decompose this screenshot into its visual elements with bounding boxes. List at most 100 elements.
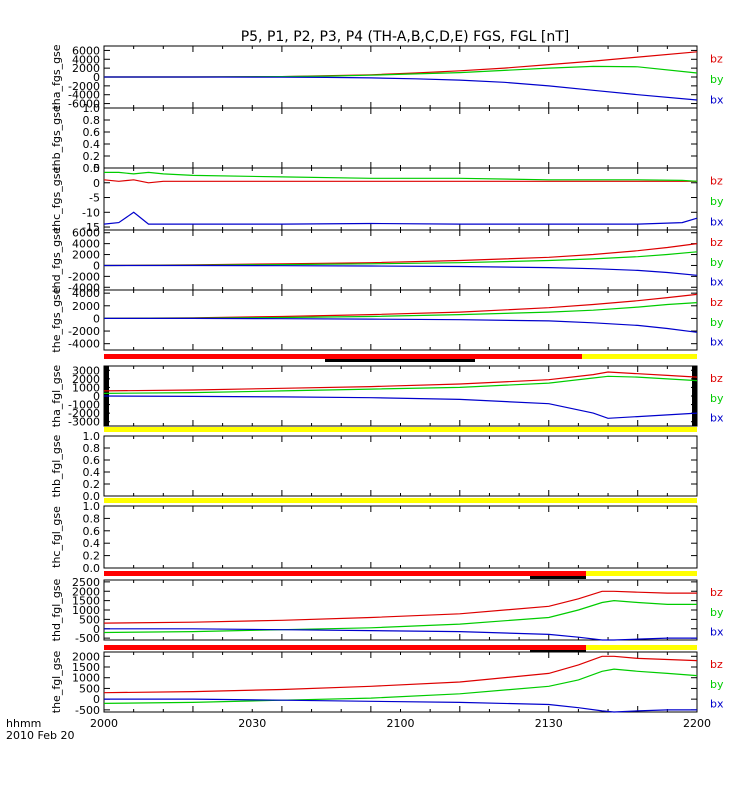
y-tick-label: -2000 bbox=[68, 325, 100, 338]
y-tick-label: -500 bbox=[75, 632, 100, 645]
series-by-line bbox=[103, 251, 698, 267]
y-tick-label: 2000 bbox=[72, 249, 100, 262]
y-tick-label: -2000 bbox=[68, 80, 100, 93]
legend-by: by bbox=[710, 316, 724, 329]
availability-bar-red bbox=[104, 354, 582, 359]
y-tick-label: 0.0 bbox=[83, 490, 101, 503]
y-tick-label: 2000 bbox=[72, 373, 100, 386]
availability-bar-yellow bbox=[104, 498, 697, 503]
y-tick-label: 500 bbox=[79, 682, 100, 695]
y-tick-label: -4000 bbox=[68, 89, 100, 102]
y-tick-label: -4000 bbox=[68, 281, 100, 294]
legend-by: by bbox=[710, 195, 724, 208]
y-tick-label: 0 bbox=[93, 177, 100, 190]
plot-title: P5, P1, P2, P3, P4 (TH-A,B,C,D,E) FGS, F… bbox=[241, 29, 570, 45]
y-tick-label: 1500 bbox=[72, 595, 100, 608]
time-axis-date: 2010 Feb 20 bbox=[6, 729, 74, 742]
panel-thc_fgs_gse: -15 -10-5 0 5 thc_fgs_gse bz by bx bbox=[50, 162, 724, 234]
availability-bar-black bbox=[530, 576, 586, 579]
availability-bar-yellow bbox=[104, 427, 697, 432]
y-tick-label: 5 bbox=[93, 162, 100, 175]
legend-bx: bx bbox=[710, 698, 724, 711]
legend-bx: bx bbox=[710, 412, 724, 425]
y-axis-label: thd_fgl_gse bbox=[50, 578, 63, 641]
legend-by: by bbox=[710, 392, 724, 405]
y-tick-label: 2500 bbox=[72, 576, 100, 589]
time-axis: 2000 2030 2100 2130 2200 bbox=[90, 717, 711, 730]
y-tick-label: 0.6 bbox=[83, 126, 101, 139]
legend-bz: bz bbox=[710, 658, 723, 671]
legend-bx: bx bbox=[710, 93, 724, 106]
y-tick-label: 0 bbox=[93, 312, 100, 325]
panel-thb_fgl_gse: 0.00.20.40.60.81.0 thb_fgl_gse bbox=[50, 430, 698, 503]
x-tick-label: 2000 bbox=[90, 717, 118, 730]
legend-bz: bz bbox=[710, 296, 723, 309]
y-tick-label: 0.2 bbox=[83, 478, 101, 491]
y-axis-label: tha_fgs_gse bbox=[50, 44, 63, 109]
y-axis-label: thb_fgl_gse bbox=[50, 434, 63, 497]
y-tick-label: -6000 bbox=[68, 98, 100, 111]
series-by-line bbox=[103, 668, 698, 704]
legend-bz: bz bbox=[710, 372, 723, 385]
series-bx-line bbox=[104, 76, 698, 101]
y-axis-label: thc_fgs_gse bbox=[50, 167, 63, 232]
x-tick-label: 2200 bbox=[683, 717, 711, 730]
series-bx-line bbox=[104, 264, 698, 276]
series-by-line bbox=[103, 375, 698, 394]
y-tick-label: 1.0 bbox=[83, 102, 101, 115]
y-axis-label: thd_fgs_gse bbox=[50, 227, 63, 293]
y-tick-label: -4000 bbox=[68, 338, 100, 351]
y-axis-label: thc_fgl_gse bbox=[50, 506, 63, 568]
y-tick-label: 0.8 bbox=[83, 512, 101, 525]
y-tick-label: 4000 bbox=[72, 287, 100, 300]
y-tick-label: 0.4 bbox=[83, 138, 101, 151]
y-tick-label: 4000 bbox=[72, 238, 100, 251]
availability-bar-yellow bbox=[586, 645, 697, 650]
y-tick-label: -3000 bbox=[68, 416, 100, 429]
x-tick-label: 2030 bbox=[238, 717, 266, 730]
series-by-line bbox=[104, 65, 698, 78]
y-tick-label: -5 bbox=[89, 192, 100, 205]
y-tick-label: 0.2 bbox=[83, 150, 101, 163]
series-bx-line bbox=[104, 698, 697, 713]
y-tick-label: -1000 bbox=[68, 399, 100, 412]
y-axis-label: thb_fgs_gse bbox=[50, 105, 63, 171]
legend-by: by bbox=[710, 73, 724, 86]
y-tick-label: 0.4 bbox=[83, 537, 101, 550]
legend-bz: bz bbox=[710, 52, 723, 65]
legend-bz: bz bbox=[710, 174, 723, 187]
y-tick-label: -2000 bbox=[68, 270, 100, 283]
series-by-line bbox=[103, 302, 698, 319]
y-tick-label: 0.0 bbox=[83, 162, 101, 175]
panel-frame bbox=[103, 289, 698, 351]
y-tick-label: 0 bbox=[93, 693, 100, 706]
legend-by: by bbox=[710, 678, 724, 691]
series-bz-line bbox=[103, 179, 697, 184]
x-tick-label: 2130 bbox=[535, 717, 563, 730]
series-bz-line bbox=[103, 243, 698, 267]
legend-by: by bbox=[710, 606, 724, 619]
y-tick-label: 500 bbox=[79, 613, 100, 626]
y-tick-label: 0 bbox=[93, 71, 100, 84]
y-tick-label: 2000 bbox=[72, 62, 100, 75]
legend-bx: bx bbox=[710, 336, 724, 349]
series-bz-line bbox=[103, 590, 697, 624]
y-tick-label: -500 bbox=[75, 704, 100, 717]
availability-bar-red bbox=[104, 571, 586, 576]
y-tick-label: 2000 bbox=[72, 300, 100, 313]
availability-bar-black bbox=[325, 359, 475, 362]
y-tick-label: -10 bbox=[82, 206, 100, 219]
y-axis-label: the_fgl_gse bbox=[50, 651, 63, 714]
y-tick-label: 6000 bbox=[72, 227, 100, 240]
panel-thc_fgl_gse: 0.00.20.40.60.81.0 thc_fgl_gse bbox=[50, 500, 698, 575]
data-availability-bars bbox=[104, 354, 697, 652]
y-tick-label: 1.0 bbox=[83, 500, 101, 513]
series-bz-line bbox=[103, 371, 698, 392]
y-tick-label: -2000 bbox=[68, 407, 100, 420]
y-tick-label: 6000 bbox=[72, 44, 100, 57]
